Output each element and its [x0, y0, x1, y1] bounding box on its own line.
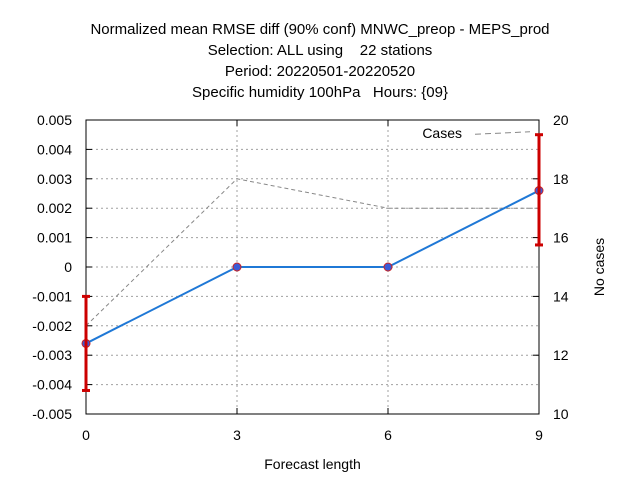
x-axis-ticks: 0 3 6 9: [82, 120, 543, 443]
data-point: [383, 262, 393, 272]
title-line-1: Normalized mean RMSE diff (90% conf) MNW…: [90, 21, 549, 38]
y2-tick-label: 16: [553, 230, 569, 246]
y-tick-label: 0.002: [37, 200, 72, 216]
title-line-4: Specific humidity 100hPa Hours: {09}: [192, 84, 448, 101]
y2-tick-label: 14: [553, 288, 569, 304]
x-tick-label: 9: [535, 427, 543, 443]
y-tick-label: -0.003: [32, 347, 72, 363]
x-tick-label: 3: [233, 427, 241, 443]
y-axis-ticks: -0.005 -0.004 -0.003 -0.002 -0.001 0 0.001 0.00…: [32, 112, 92, 422]
y-tick-label: -0.001: [32, 288, 72, 304]
y-tick-label: -0.004: [32, 377, 72, 393]
legend-label-cases: Cases: [422, 125, 462, 141]
y-tick-label: 0.004: [37, 141, 72, 157]
x-tick-label: 0: [82, 427, 90, 443]
rmse-diff-line: [85, 189, 540, 345]
y2-tick-label: 10: [553, 406, 569, 422]
chart-title: Normalized mean RMSE diff (90% conf) MNW…: [90, 21, 549, 101]
legend: Cases: [422, 125, 531, 141]
y2-axis-label: No cases: [591, 238, 607, 296]
y-tick-label: -0.005: [32, 406, 72, 422]
y-tick-label: -0.002: [32, 318, 72, 334]
title-line-2: Selection: ALL using 22 stations: [208, 42, 433, 59]
y-tick-label: 0.003: [37, 171, 72, 187]
x-axis-label: Forecast length: [264, 456, 361, 472]
cases-line: [85, 178, 539, 327]
title-line-3: Period: 20220501-20220520: [225, 63, 415, 80]
y2-tick-label: 20: [553, 112, 569, 128]
y2-tick-label: 18: [553, 171, 569, 187]
y-tick-label: 0.005: [37, 112, 72, 128]
legend-swatch-cases: [474, 131, 531, 135]
x-tick-label: 6: [384, 427, 392, 443]
y-tick-label: 0: [64, 259, 72, 275]
series-cases: [85, 178, 539, 327]
y-tick-label: 0.001: [37, 230, 72, 246]
y2-tick-label: 12: [553, 347, 569, 363]
data-point: [232, 262, 242, 272]
error-bars: [82, 133, 543, 392]
y2-axis-ticks: 10 12 14 16 18 20: [533, 112, 569, 422]
